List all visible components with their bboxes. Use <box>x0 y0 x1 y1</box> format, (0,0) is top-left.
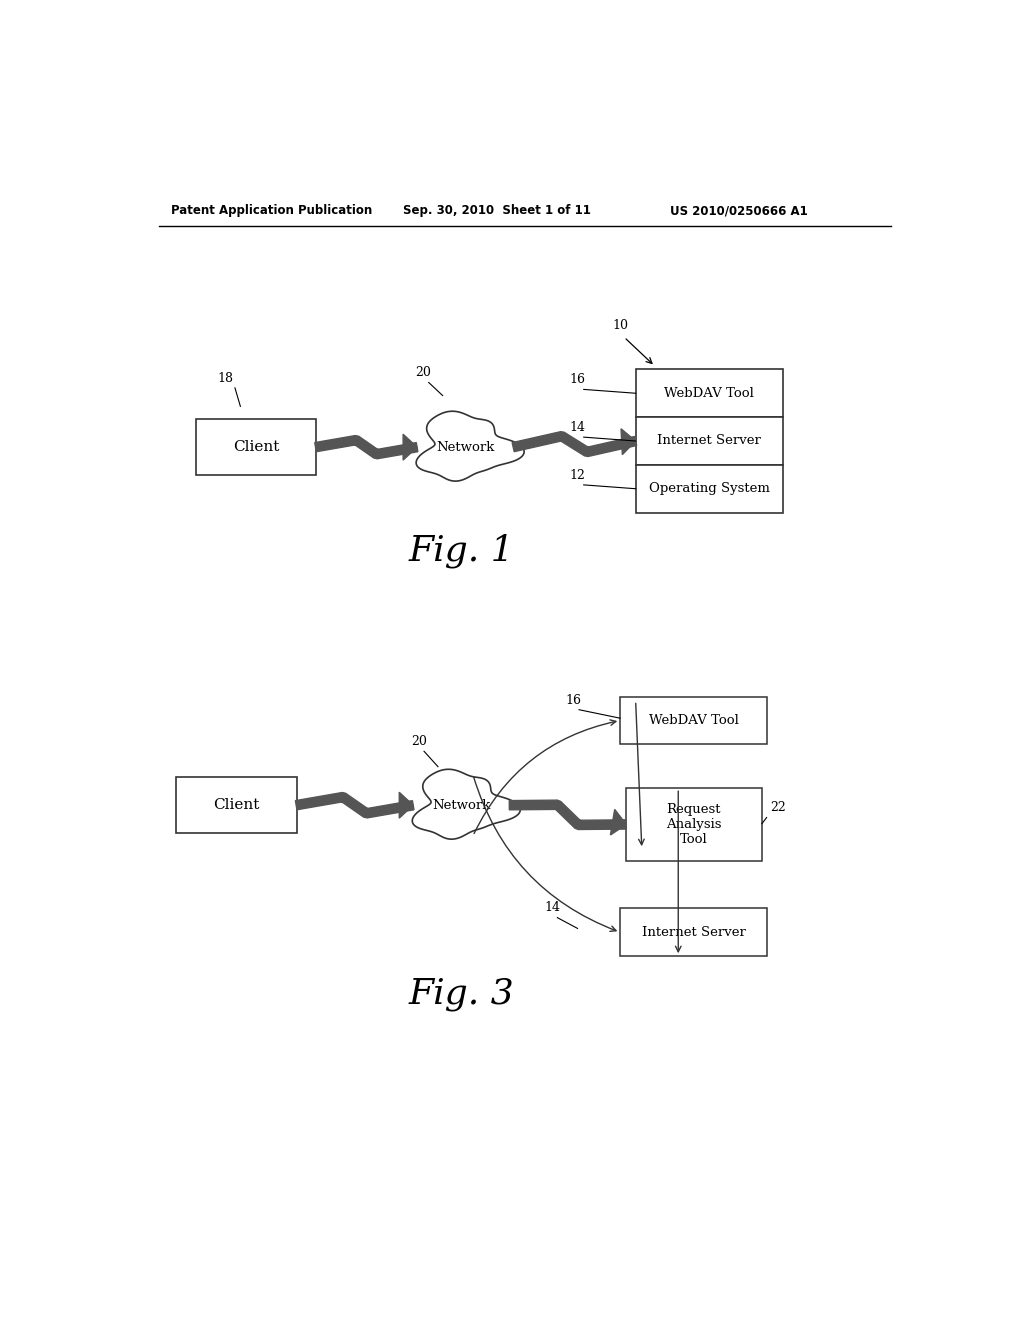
Bar <box>626 788 762 861</box>
Bar <box>636 465 783 512</box>
Text: Network: Network <box>436 441 495 454</box>
Polygon shape <box>314 436 418 459</box>
Polygon shape <box>512 432 637 457</box>
Text: Fig. 1: Fig. 1 <box>409 533 514 569</box>
Text: Client: Client <box>213 799 260 812</box>
Bar <box>176 777 297 833</box>
Text: Client: Client <box>232 440 280 454</box>
Polygon shape <box>621 429 636 454</box>
Bar <box>621 697 767 744</box>
Text: Internet Server: Internet Server <box>657 434 761 447</box>
Text: US 2010/0250666 A1: US 2010/0250666 A1 <box>671 205 808 218</box>
Polygon shape <box>399 792 414 818</box>
Text: Operating System: Operating System <box>649 482 770 495</box>
Polygon shape <box>295 792 414 818</box>
Text: 16: 16 <box>566 693 582 706</box>
Text: 22: 22 <box>770 801 785 814</box>
Text: Network: Network <box>432 799 490 812</box>
Text: 18: 18 <box>217 372 233 384</box>
Text: 16: 16 <box>569 374 586 387</box>
Bar <box>636 417 783 465</box>
Text: 12: 12 <box>569 469 586 482</box>
Text: 20: 20 <box>411 735 427 748</box>
Text: WebDAV Tool: WebDAV Tool <box>665 387 755 400</box>
Bar <box>621 908 767 956</box>
Polygon shape <box>413 770 520 840</box>
Polygon shape <box>416 412 524 480</box>
Polygon shape <box>509 800 627 829</box>
Bar <box>636 370 783 417</box>
Polygon shape <box>610 809 627 836</box>
Text: Sep. 30, 2010  Sheet 1 of 11: Sep. 30, 2010 Sheet 1 of 11 <box>403 205 591 218</box>
Text: 14: 14 <box>569 421 586 434</box>
Text: Patent Application Publication: Patent Application Publication <box>171 205 372 218</box>
Text: Fig. 3: Fig. 3 <box>409 977 514 1011</box>
Bar <box>196 420 316 475</box>
Text: WebDAV Tool: WebDAV Tool <box>649 714 738 727</box>
Text: 20: 20 <box>415 366 431 379</box>
Text: 10: 10 <box>612 319 629 333</box>
Text: Internet Server: Internet Server <box>642 925 745 939</box>
Polygon shape <box>403 434 417 461</box>
Text: 14: 14 <box>544 902 560 915</box>
Text: Request
Analysis
Tool: Request Analysis Tool <box>666 803 722 846</box>
